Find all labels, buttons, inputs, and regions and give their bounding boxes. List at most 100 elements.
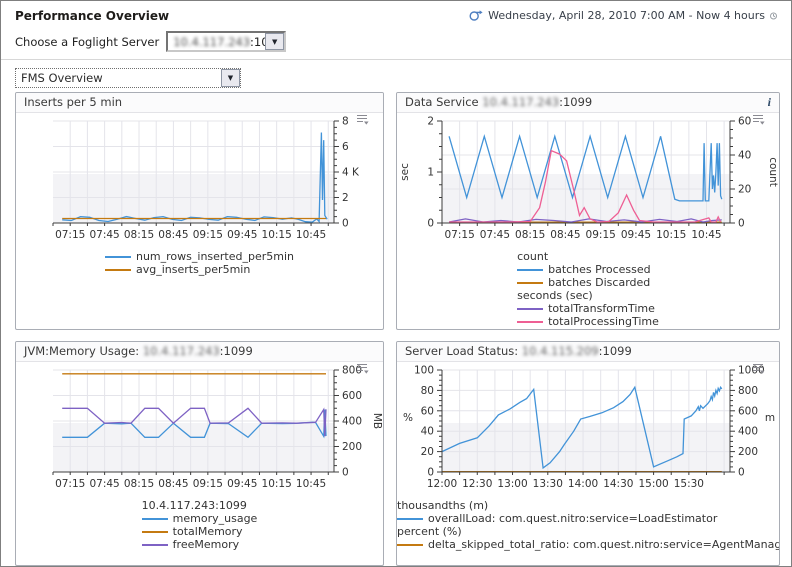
legend-group-label: 10.4.117.243:1099 xyxy=(141,499,247,512)
chart-options-icon[interactable] xyxy=(356,363,369,374)
legend-swatch xyxy=(104,255,131,258)
svg-text:6: 6 xyxy=(342,141,349,153)
panel-data-service: Data Service 10.4.117.243:1099 i 07:15 07… xyxy=(396,92,780,330)
legend-group-label: percent (%) xyxy=(397,525,462,538)
panel-title-server-load: Server Load Status: 10.4.115.209:1099 xyxy=(397,342,779,362)
svg-text:100: 100 xyxy=(414,365,434,377)
svg-text:07:15: 07:15 xyxy=(55,478,85,490)
svg-text:09:15: 09:15 xyxy=(586,229,616,241)
svg-text:m: m xyxy=(765,412,775,424)
legend-item: overallLoad: com.quest.nitro:service=Loa… xyxy=(397,512,779,525)
svg-text:07:45: 07:45 xyxy=(89,229,119,241)
svg-text:8: 8 xyxy=(342,116,349,128)
chart-inserts-per-5min[interactable]: 07:15 07:45 08:15 08:45 09:15 09:45 10:15 10:45… xyxy=(17,115,382,249)
page-title: Performance Overview xyxy=(15,9,170,23)
svg-text:10:15: 10:15 xyxy=(262,229,292,241)
svg-text:07:45: 07:45 xyxy=(480,229,510,241)
svg-text:09:45: 09:45 xyxy=(227,478,257,490)
legend-item: delta_skipped_total_ratio: com.quest.nit… xyxy=(397,538,779,551)
legend-item: batches Discarded xyxy=(517,276,659,289)
chart-legend: count batches Processed batches Discarded s… xyxy=(517,250,659,328)
time-range-control[interactable]: Wednesday, April 28, 2010 7:00 AM - Now … xyxy=(469,9,778,22)
svg-text:07:15: 07:15 xyxy=(444,229,474,241)
series-batchesProcessed xyxy=(448,133,723,202)
view-select-value: FMS Overview xyxy=(21,71,103,85)
series-freeMemory xyxy=(62,407,327,437)
legend-swatch xyxy=(517,307,544,310)
svg-text:0: 0 xyxy=(738,467,745,479)
chart-options-icon[interactable] xyxy=(752,363,765,374)
svg-text:60: 60 xyxy=(738,116,751,128)
svg-text:09:45: 09:45 xyxy=(621,229,651,241)
chart-data-service[interactable]: 07:15 07:45 08:15 08:45 09:15 09:45 10:15 10:45… xyxy=(398,115,778,249)
svg-text:sec: sec xyxy=(399,163,411,181)
svg-text:40: 40 xyxy=(738,150,751,162)
svg-text:10:15: 10:15 xyxy=(656,229,686,241)
panel-title-data-service: Data Service 10.4.117.243:1099 i xyxy=(397,93,779,113)
svg-text:0: 0 xyxy=(342,467,349,479)
chart-jvm-memory-usage[interactable]: 07:15 07:45 08:15 08:45 09:15 09:45 10:15 10:45… xyxy=(17,364,382,498)
server-select[interactable]: 10.4.117.243:1099 ▼ xyxy=(166,31,287,52)
legend-group-label: seconds (sec) xyxy=(517,289,593,302)
svg-text:4 K: 4 K xyxy=(342,167,360,179)
svg-text:13:00: 13:00 xyxy=(497,478,527,490)
svg-text:10:45: 10:45 xyxy=(691,229,721,241)
view-select[interactable]: FMS Overview ▼ xyxy=(15,68,241,88)
legend-item: freeMemory xyxy=(141,538,258,551)
server-ip-redacted: 10.4.117.243 xyxy=(173,35,251,49)
info-icon[interactable]: i xyxy=(767,95,771,109)
panel-title-jvm-memory: JVM:Memory Usage: 10.4.117.243:1099 xyxy=(16,342,383,362)
svg-text:600: 600 xyxy=(738,405,758,417)
chart-legend: 10.4.117.243:1099 memory_usage totalMemory… xyxy=(141,499,258,551)
dashboard-grid: Inserts per 5 min 07:15 07:45 08:15 08:45 09… xyxy=(1,88,791,566)
top-bar: Performance Overview Wednesday, April 28… xyxy=(1,1,791,52)
svg-text:15:30: 15:30 xyxy=(674,478,704,490)
svg-text:09:15: 09:15 xyxy=(193,229,223,241)
svg-text:600: 600 xyxy=(342,390,362,402)
server-port: :1099 xyxy=(250,35,265,49)
legend-swatch xyxy=(397,543,423,546)
view-bar: FMS Overview ▼ xyxy=(1,60,791,88)
svg-text:12:30: 12:30 xyxy=(462,478,492,490)
chart-options-icon[interactable] xyxy=(356,114,369,125)
svg-text:2: 2 xyxy=(427,116,434,128)
svg-text:08:15: 08:15 xyxy=(515,229,545,241)
legend-swatch xyxy=(517,320,544,323)
svg-text:08:15: 08:15 xyxy=(124,478,154,490)
legend-group-label: thousandths (m) xyxy=(397,499,489,512)
svg-text:08:15: 08:15 xyxy=(124,229,154,241)
legend-item: totalProcessingTime xyxy=(517,315,659,328)
series-totalProcessingTime xyxy=(449,149,722,223)
legend-swatch xyxy=(104,268,131,271)
svg-text:800: 800 xyxy=(738,385,758,397)
chart-legend: num_rows_inserted_per5min avg_inserts_per… xyxy=(104,250,294,276)
legend-swatch xyxy=(517,281,544,284)
chart-server-load-status[interactable]: 12:00 12:30 13:00 13:30 14:00 14:30 15:00 15:30… xyxy=(398,364,778,498)
header-separator xyxy=(1,59,791,60)
legend-swatch xyxy=(141,543,168,546)
panel-server-load-status: Server Load Status: 10.4.115.209:1099 12… xyxy=(396,341,780,566)
svg-text:09:15: 09:15 xyxy=(193,478,223,490)
legend-item: totalMemory xyxy=(141,525,258,538)
legend-swatch xyxy=(397,517,423,520)
server-select-label: Choose a Foglight Server xyxy=(15,34,160,49)
chart-options-icon[interactable] xyxy=(752,114,765,125)
legend-swatch xyxy=(141,517,168,520)
svg-text:80: 80 xyxy=(421,385,434,397)
dropdown-arrow-icon[interactable]: ▼ xyxy=(265,33,285,50)
svg-text:08:45: 08:45 xyxy=(158,478,188,490)
svg-text:200: 200 xyxy=(738,446,758,458)
time-range-zonar-icon xyxy=(469,10,483,21)
dropdown-arrow-icon[interactable]: ▼ xyxy=(221,69,240,87)
svg-text:MB: MB xyxy=(371,413,382,429)
legend-item: totalTransformTime xyxy=(517,302,659,315)
mini-clock-icon[interactable] xyxy=(769,11,778,21)
svg-text:13:30: 13:30 xyxy=(533,478,563,490)
legend-item: batches Processed xyxy=(517,263,659,276)
svg-text:40: 40 xyxy=(421,426,434,438)
panel-title-inserts: Inserts per 5 min xyxy=(16,93,383,113)
svg-text:09:45: 09:45 xyxy=(227,229,257,241)
legend-swatch xyxy=(141,530,168,533)
svg-text:08:45: 08:45 xyxy=(550,229,580,241)
